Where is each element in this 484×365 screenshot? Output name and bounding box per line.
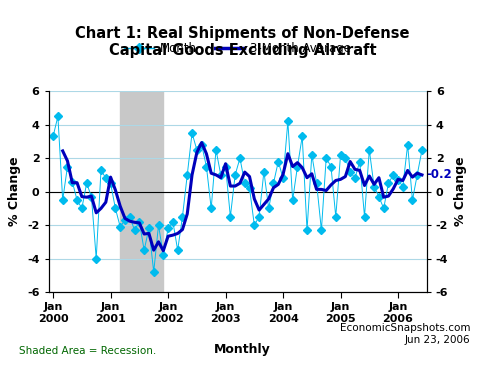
Month [217,173,223,177]
Month [151,270,156,274]
3-Month Average [112,188,118,192]
Text: Monthly: Monthly [213,343,271,356]
Text: EconomicSnapshots.com
Jun 23, 2006: EconomicSnapshots.com Jun 23, 2006 [339,323,469,345]
3-Month Average [74,181,80,185]
Text: -0.2: -0.2 [426,168,452,181]
Text: Chart 1: Real Shipments of Non-Defense
Capital Goods Excluding Aircraft: Chart 1: Real Shipments of Non-Defense C… [75,26,409,58]
Month [50,134,56,139]
3-Month Average [237,181,242,185]
3-Month Average [208,171,213,176]
3-Month Average [418,173,424,177]
Month [179,215,185,219]
Line: 3-Month Average: 3-Month Average [62,143,421,251]
Month [55,114,60,119]
Bar [120,91,163,292]
3-Month Average [169,233,175,237]
3-Month Average [313,187,319,192]
Month [117,224,123,229]
Y-axis label: % Change: % Change [453,157,466,226]
Legend: Month, 3-Month Average: Month, 3-Month Average [120,37,355,59]
Line: Month: Month [50,114,424,275]
Month [79,206,85,211]
Month [246,186,252,191]
Month [323,156,329,160]
Month [418,147,424,152]
Text: Shaded Area = Recession.: Shaded Area = Recession. [19,346,156,356]
Y-axis label: % Change: % Change [8,157,21,226]
